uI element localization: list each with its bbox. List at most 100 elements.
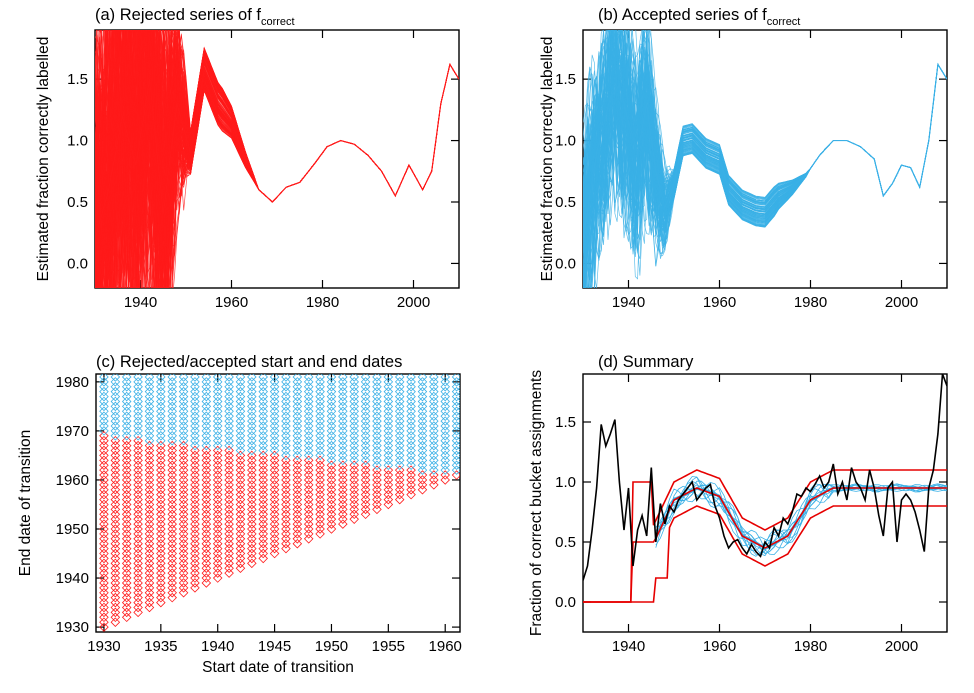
y-tick-label: 1.0 — [67, 133, 88, 150]
accepted-point — [281, 440, 291, 451]
x-tick-label: 2000 — [885, 294, 918, 311]
accepted-point — [201, 431, 212, 441]
rejected-point — [133, 529, 143, 539]
rejected-point — [292, 529, 303, 539]
rejected-point — [224, 504, 234, 515]
rejected-point — [224, 529, 234, 539]
rejected-point — [406, 480, 416, 490]
y-tick-label: 1.5 — [67, 71, 88, 88]
accepted-point — [338, 406, 348, 417]
rejected-point — [133, 558, 143, 569]
accepted-point — [338, 396, 348, 407]
rejected-point — [156, 568, 166, 578]
rejected-point — [258, 553, 268, 564]
rejected-point — [121, 538, 132, 549]
accepted-point — [440, 445, 450, 456]
accepted-point — [144, 396, 155, 407]
rejected-point — [281, 519, 291, 529]
y-tick-label: 0.5 — [67, 194, 88, 211]
accepted-point — [394, 401, 405, 412]
rejected-point — [201, 524, 212, 534]
accepted-point — [429, 440, 439, 451]
rejected-point — [269, 460, 280, 470]
accepted-point — [156, 421, 166, 431]
accepted-point — [269, 374, 280, 382]
rejected-point — [201, 519, 212, 529]
rejected-point — [269, 548, 280, 559]
rejected-point — [224, 538, 234, 549]
accepted-point — [372, 421, 382, 431]
rejected-point — [349, 494, 359, 505]
accepted-point — [247, 396, 257, 407]
rejected-point — [417, 470, 428, 480]
accepted-point — [383, 450, 394, 461]
rejected-point — [292, 534, 303, 544]
accepted-point — [235, 421, 246, 431]
accepted-point — [440, 435, 450, 446]
rejected-point — [110, 553, 121, 564]
rejected-point — [417, 480, 428, 490]
x-tick-label: 1950 — [315, 638, 348, 655]
accepted-point — [394, 435, 405, 446]
rejected-point — [315, 475, 325, 485]
rejected-point — [121, 553, 132, 564]
rejected-point — [110, 509, 121, 520]
accepted-point — [372, 445, 382, 456]
rejected-point — [201, 573, 212, 583]
rejected-point — [224, 568, 234, 578]
accepted-point — [326, 391, 337, 402]
rejected-point — [178, 583, 189, 593]
accepted-point — [383, 381, 394, 392]
accepted-point — [224, 426, 234, 436]
rejected-point — [281, 455, 291, 466]
rejected-point — [144, 558, 155, 569]
accepted-point — [349, 455, 359, 466]
rejected-point — [212, 465, 223, 475]
accepted-point — [133, 406, 143, 417]
accepted-point — [303, 445, 314, 456]
rejected-point — [212, 494, 223, 505]
accepted-point — [121, 426, 132, 436]
accepted-point — [451, 426, 460, 436]
y-axis-label: Fraction of correct bucket assignments — [528, 370, 545, 636]
rejected-point — [235, 494, 246, 505]
y-tick-label: 1.5 — [555, 414, 576, 431]
rejected-point — [167, 460, 177, 470]
accepted-point — [235, 381, 246, 392]
rejected-point — [326, 519, 337, 529]
rejected-point — [156, 587, 166, 598]
rejected-point — [156, 504, 166, 515]
rejected-point — [235, 529, 246, 539]
rejected-point — [224, 445, 234, 456]
accepted-point — [247, 391, 257, 402]
accepted-point — [190, 440, 200, 451]
accepted-point — [349, 406, 359, 417]
panel-title: (d) Summary — [598, 353, 694, 371]
accepted-point — [360, 416, 371, 426]
rejected-point — [133, 489, 143, 500]
rejected-point — [121, 445, 132, 456]
accepted-point — [349, 421, 359, 431]
rejected-point — [303, 519, 314, 529]
rejected-point — [349, 480, 359, 490]
accepted-summary-curve — [655, 480, 947, 551]
accepted-point — [292, 450, 303, 461]
accepted-point — [212, 431, 223, 441]
accepted-point — [429, 386, 439, 397]
rejected-point — [121, 509, 132, 520]
rejected-point — [110, 587, 121, 598]
rejected-point — [167, 573, 177, 583]
rejected-point — [133, 538, 143, 549]
rejected-point — [133, 607, 143, 618]
rejected-point — [121, 583, 132, 593]
accepted-point — [224, 396, 234, 407]
rejected-point — [190, 445, 200, 456]
accepted-point — [315, 435, 325, 446]
accepted-point — [383, 396, 394, 407]
accepted-point — [429, 435, 439, 446]
rejected-point — [269, 475, 280, 485]
accepted-point — [99, 391, 109, 402]
rejected-point — [178, 489, 189, 500]
accepted-point — [406, 377, 416, 387]
accepted-point — [144, 431, 155, 441]
